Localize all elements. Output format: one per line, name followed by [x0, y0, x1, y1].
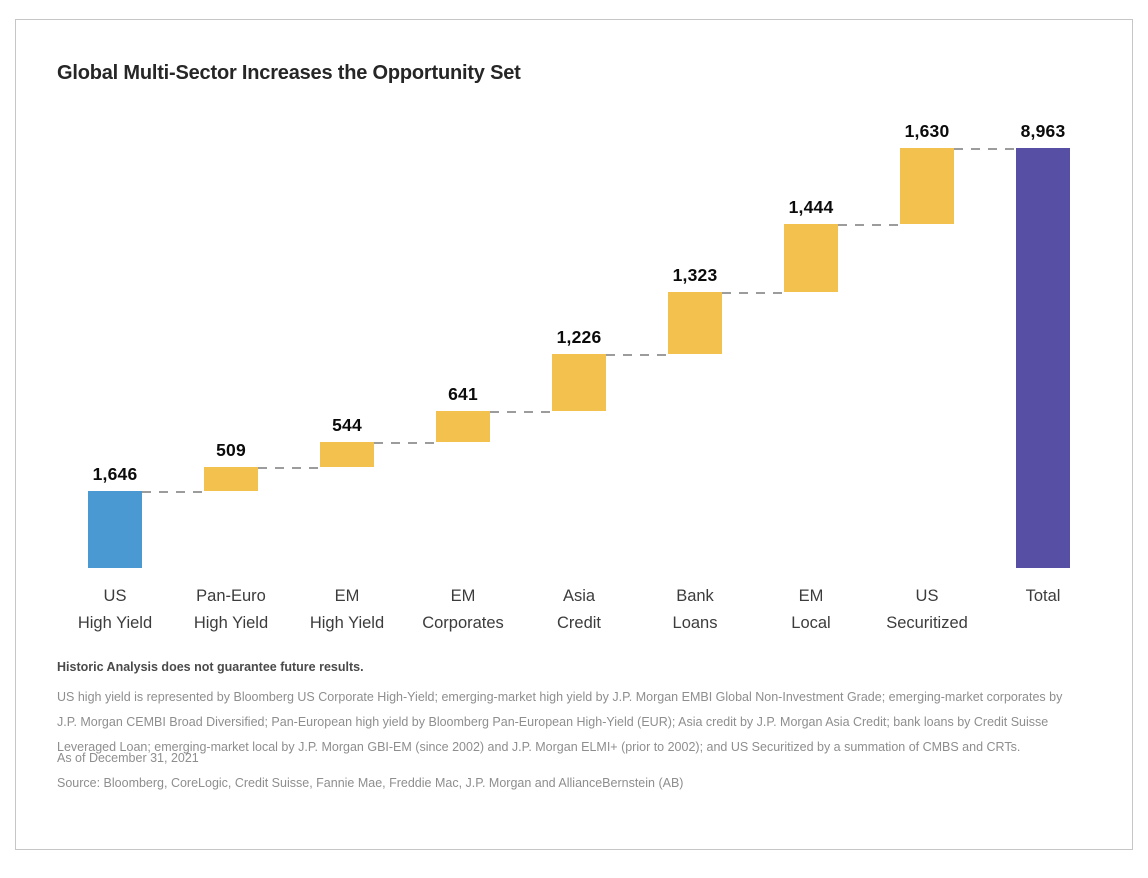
value-label-em-high-yield: 544	[332, 414, 362, 435]
axis-label-bank-loans: Bank Loans	[672, 587, 718, 632]
axis-label-total: Total	[1025, 587, 1061, 605]
axis-label-em-corporates: EM Corporates	[422, 587, 504, 632]
connector-dashed-line	[954, 148, 1016, 150]
bar-em-corporates	[436, 411, 490, 442]
axis-label-em-high-yield: EM High Yield	[309, 587, 385, 632]
value-label-asia-credit: 1,226	[556, 327, 602, 348]
bar-bank-loans	[668, 292, 722, 355]
category-axis: US High Yield Pan-Euro High Yield EM High Yie…	[57, 583, 1101, 637]
value-label-us-securitized: 1,630	[904, 121, 950, 141]
source-attribution: Source: Bloomberg, CoreLogic, Credit Sui…	[57, 776, 684, 790]
value-label-em-corporates: 641	[448, 384, 478, 405]
value-label-total: 8,963	[1020, 121, 1066, 141]
waterfall-plot: 1,646 509 544 641 1,226 1,323 1,444 1,630 8,963	[57, 106, 1101, 568]
axis-label-asia-credit: Asia Credit	[556, 587, 601, 632]
disclaimer-text: Historic Analysis does not guarantee fut…	[57, 660, 364, 674]
as-of-date: As of December 31, 2021	[57, 751, 199, 765]
bar-us-high-yield	[88, 490, 142, 568]
value-label-em-local: 1,444	[788, 197, 834, 218]
bar-pan-euro-high-yield	[204, 467, 258, 491]
connector-dashed-line	[838, 224, 900, 227]
value-label-pan-euro-high-yield: 509	[216, 440, 246, 461]
value-label-bank-loans: 1,323	[672, 265, 718, 286]
value-label-us-high-yield: 1,646	[92, 463, 138, 484]
connector-dashed-line	[142, 490, 204, 493]
connector-dashed-line	[374, 441, 436, 444]
axis-label-pan-euro-high-yield: Pan-Euro High Yield	[193, 587, 269, 632]
bar-em-high-yield	[320, 441, 374, 467]
axis-label-us-securitized: US Securitized	[886, 587, 968, 632]
axis-label-em-local: EM Local	[791, 587, 831, 632]
axis-label-us-high-yield: US High Yield	[77, 587, 153, 632]
bar-em-local	[784, 224, 838, 293]
connector-dashed-line	[258, 467, 320, 470]
connector-dashed-line	[722, 292, 784, 295]
connector-dashed-line	[490, 411, 552, 414]
bar-us-securitized	[900, 148, 954, 225]
chart-card: Global Multi-Sector Increases the Opport…	[15, 19, 1133, 850]
index-description-text: US high yield is represented by Bloomber…	[57, 690, 1063, 754]
chart-title: Global Multi-Sector Increases the Opport…	[57, 62, 521, 84]
bar-asia-credit	[552, 354, 606, 412]
bar-total	[1016, 148, 1070, 568]
connector-dashed-line	[606, 354, 668, 357]
